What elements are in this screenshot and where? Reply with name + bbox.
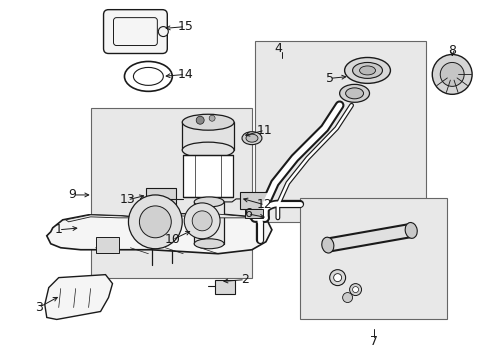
Ellipse shape	[339, 84, 369, 102]
Text: 13: 13	[120, 193, 135, 206]
Bar	[215, 280, 235, 293]
Bar	[90, 108, 251, 278]
Text: 2: 2	[241, 273, 248, 286]
Circle shape	[196, 116, 203, 124]
Text: 15: 15	[177, 20, 193, 33]
Ellipse shape	[344, 58, 389, 84]
Ellipse shape	[321, 237, 333, 253]
Bar	[240, 192, 267, 209]
Polygon shape	[45, 275, 112, 319]
Bar	[254, 41, 426, 222]
Ellipse shape	[245, 134, 258, 142]
Polygon shape	[47, 214, 271, 254]
Circle shape	[139, 206, 171, 238]
Text: 8: 8	[447, 44, 455, 57]
Bar	[194, 202, 224, 244]
Ellipse shape	[345, 88, 363, 99]
Text: 14: 14	[177, 68, 193, 81]
Text: 7: 7	[370, 335, 378, 348]
Ellipse shape	[194, 197, 224, 207]
Text: 11: 11	[257, 124, 272, 137]
Text: 6: 6	[244, 207, 251, 220]
Text: 3: 3	[35, 301, 42, 314]
Bar	[244, 209, 263, 218]
Ellipse shape	[359, 66, 375, 75]
Circle shape	[352, 287, 358, 293]
Text: 10: 10	[164, 233, 180, 246]
Circle shape	[192, 211, 212, 231]
Text: 5: 5	[325, 72, 333, 85]
Text: 9: 9	[69, 188, 77, 202]
Circle shape	[329, 270, 345, 285]
Bar	[299, 198, 447, 319]
Circle shape	[158, 27, 168, 37]
Ellipse shape	[182, 114, 234, 130]
FancyBboxPatch shape	[103, 10, 167, 54]
Ellipse shape	[405, 222, 416, 238]
Ellipse shape	[182, 142, 234, 158]
Ellipse shape	[194, 239, 224, 249]
Bar	[183, 155, 233, 197]
Bar	[146, 188, 176, 210]
Ellipse shape	[133, 67, 163, 85]
Circle shape	[128, 195, 182, 249]
Circle shape	[209, 115, 215, 121]
Ellipse shape	[352, 62, 382, 78]
Polygon shape	[65, 214, 264, 225]
Circle shape	[431, 54, 471, 94]
Circle shape	[184, 203, 220, 239]
Bar	[182, 122, 234, 150]
Ellipse shape	[124, 62, 172, 91]
Circle shape	[349, 284, 361, 296]
Circle shape	[439, 62, 463, 86]
Text: 1: 1	[55, 223, 62, 236]
FancyBboxPatch shape	[113, 18, 157, 45]
Ellipse shape	[242, 132, 262, 145]
Circle shape	[342, 293, 352, 302]
Text: 12: 12	[257, 198, 272, 211]
Text: 4: 4	[273, 42, 281, 55]
Bar	[95, 237, 119, 253]
Circle shape	[333, 274, 341, 282]
